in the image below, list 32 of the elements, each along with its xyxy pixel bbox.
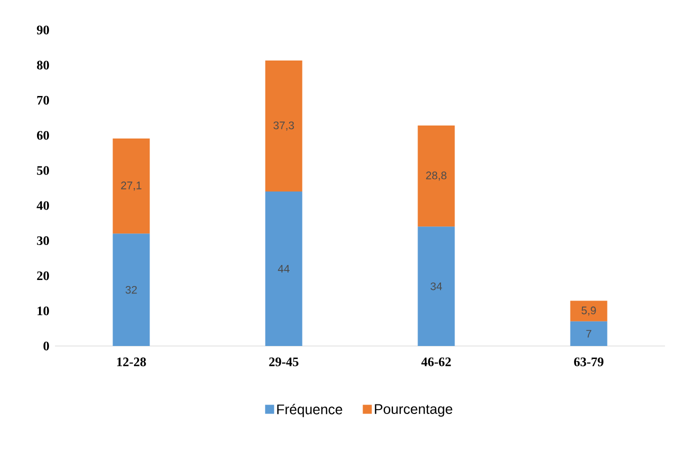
- y-tick-label: 60: [36, 130, 49, 140]
- bar: [265, 60, 302, 192]
- x-tick-label: 29-45: [269, 358, 298, 366]
- y-tick-label: 50: [37, 166, 49, 175]
- y-tick-label: 70: [37, 96, 49, 105]
- y-tick-label: 30: [37, 236, 49, 246]
- x-tick-label: 46-62: [421, 358, 451, 366]
- data-label: 34: [430, 282, 442, 290]
- bar: [418, 126, 455, 227]
- x-tick-label: 12-28: [117, 358, 146, 366]
- data-label: 27,1: [121, 182, 142, 191]
- bar: [570, 321, 608, 346]
- bar: [570, 300, 608, 322]
- bar: [112, 138, 150, 234]
- data-label: 44: [278, 264, 290, 273]
- legend-label: Fréquence: [277, 404, 342, 418]
- y-tick-label: 0: [44, 342, 49, 350]
- data-label: 32: [126, 286, 137, 294]
- y-tick-label: 20: [37, 271, 49, 280]
- y-tick-label: 80: [36, 60, 49, 70]
- y-tick-label: 10: [38, 306, 49, 316]
- y-tick-label: 90: [36, 26, 49, 34]
- data-label: 28,8: [426, 172, 446, 181]
- data-label: 5,9: [582, 306, 596, 316]
- x-tick-label: 63-79: [574, 358, 604, 366]
- bar: [418, 226, 455, 346]
- bar: [112, 234, 150, 346]
- bar: [265, 192, 302, 346]
- data-label: 37,3: [274, 122, 294, 131]
- data-label: 7: [586, 330, 592, 338]
- legend-label: Pourcentage: [374, 404, 452, 417]
- y-tick-label: 40: [36, 201, 49, 210]
